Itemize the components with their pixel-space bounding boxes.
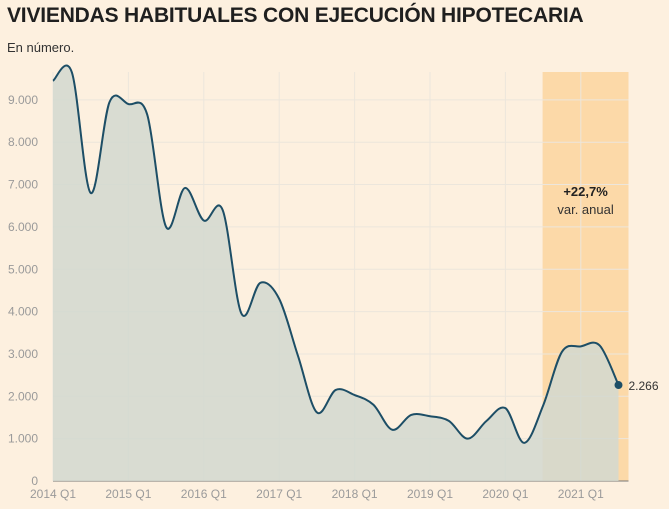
x-tick-label: 2018 Q1: [332, 487, 378, 501]
y-tick-label: 3.000: [8, 347, 38, 361]
x-tick-label: 2017 Q1: [256, 487, 302, 501]
annual-change-value: +22,7%: [563, 184, 608, 199]
y-tick-label: 7.000: [8, 178, 38, 192]
chart-title: VIVIENDAS HABITUALES CON EJECUCIÓN HIPOT…: [7, 4, 584, 27]
y-tick-label: 8.000: [8, 135, 38, 149]
y-tick-label: 9.000: [8, 93, 38, 107]
y-tick-label: 1.000: [8, 432, 38, 446]
y-tick-label: 5.000: [8, 262, 38, 276]
series-line: [52, 64, 620, 444]
y-tick-label: 0: [31, 474, 38, 488]
x-tick-label: 2020 Q1: [482, 487, 528, 501]
end-value-label: 2.266: [629, 379, 659, 393]
annual-change-text: var. anual: [557, 202, 613, 217]
x-tick-label: 2021 Q1: [558, 487, 604, 501]
y-tick-label: 6.000: [8, 220, 38, 234]
x-tick-label: 2015 Q1: [105, 487, 151, 501]
y-tick-label: 2.000: [8, 389, 38, 403]
end-point-marker: [614, 381, 623, 390]
area-fill: [53, 65, 619, 481]
chart-subtitle: En número.: [7, 40, 75, 55]
x-tick-label: 2019 Q1: [407, 487, 453, 501]
y-tick-label: 4.000: [8, 305, 38, 319]
x-tick-label: 2016 Q1: [181, 487, 227, 501]
x-tick-label: 2014 Q1: [30, 487, 76, 501]
